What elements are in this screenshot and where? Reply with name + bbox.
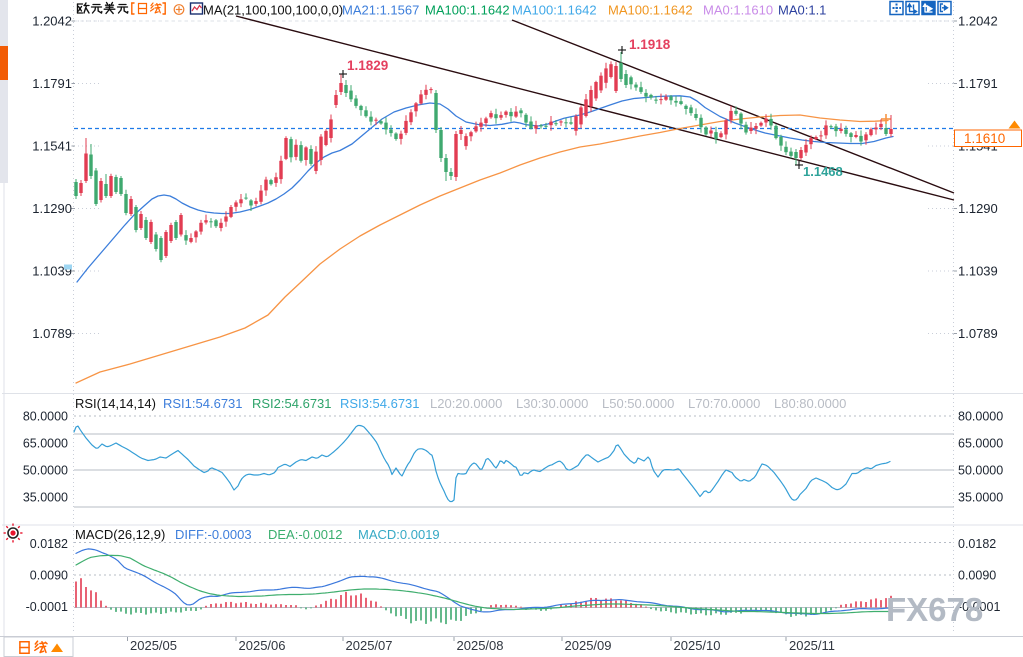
svg-text:RSI(14,14,14): RSI(14,14,14)	[75, 396, 156, 411]
svg-text:2025/09: 2025/09	[565, 638, 612, 653]
svg-text:0.0090: 0.0090	[30, 569, 68, 583]
svg-text:MA0:1.1: MA0:1.1	[778, 3, 826, 18]
svg-text:1.0789: 1.0789	[958, 326, 998, 341]
svg-text:1.1791: 1.1791	[32, 76, 72, 91]
svg-text:L80:80.0000: L80:80.0000	[774, 396, 846, 411]
svg-text:2025/07: 2025/07	[346, 638, 393, 653]
svg-text:50.0000: 50.0000	[958, 464, 1003, 478]
svg-text:MA0:1.1610: MA0:1.1610	[703, 3, 773, 18]
svg-text:-0.0001: -0.0001	[958, 600, 1000, 614]
svg-text:L70:70.0000: L70:70.0000	[688, 396, 760, 411]
svg-text:2025/06: 2025/06	[239, 638, 286, 653]
svg-text:L50:50.0000: L50:50.0000	[602, 396, 674, 411]
svg-text:1.1290: 1.1290	[32, 201, 72, 216]
svg-text:MA100:1.1642: MA100:1.1642	[608, 3, 693, 18]
svg-text:35.0000: 35.0000	[23, 491, 68, 505]
svg-text:1.1039: 1.1039	[32, 264, 72, 279]
svg-text:MA(21,100,100,100,0,0): MA(21,100,100,100,0,0)	[203, 3, 343, 18]
svg-text:1.1791: 1.1791	[958, 76, 998, 91]
svg-text:MA21:1.1567: MA21:1.1567	[342, 3, 419, 18]
svg-text:1.2042: 1.2042	[958, 14, 998, 29]
svg-text:0.0182: 0.0182	[30, 537, 68, 551]
svg-text:0.0182: 0.0182	[958, 537, 996, 551]
svg-text:2025/08: 2025/08	[457, 638, 504, 653]
svg-text:35.0000: 35.0000	[958, 491, 1003, 505]
svg-text:1.1468: 1.1468	[803, 164, 843, 179]
svg-text:L20:20.0000: L20:20.0000	[430, 396, 502, 411]
svg-text:80.0000: 80.0000	[23, 410, 68, 424]
svg-text:2025/11: 2025/11	[789, 638, 835, 653]
svg-text:2025/05: 2025/05	[130, 638, 177, 653]
svg-text:RSI1:54.6731: RSI1:54.6731	[163, 396, 243, 411]
svg-text:65.0000: 65.0000	[23, 437, 68, 451]
svg-text:DIFF:-0.0003: DIFF:-0.0003	[175, 527, 252, 542]
svg-text:1.1829: 1.1829	[347, 58, 388, 73]
svg-text:0.0090: 0.0090	[958, 569, 996, 583]
svg-text:1.2042: 1.2042	[32, 14, 72, 29]
svg-text:1.1918: 1.1918	[629, 37, 671, 52]
svg-text:80.0000: 80.0000	[958, 410, 1003, 424]
svg-text:1.0789: 1.0789	[32, 326, 72, 341]
svg-text:DEA:-0.0012: DEA:-0.0012	[268, 527, 342, 542]
svg-text:-0.0001: -0.0001	[26, 600, 68, 614]
svg-text:1.1610: 1.1610	[964, 131, 1005, 146]
svg-text:1.1290: 1.1290	[958, 201, 998, 216]
svg-text:RSI3:54.6731: RSI3:54.6731	[340, 396, 420, 411]
svg-text:MA100:1.1642: MA100:1.1642	[425, 3, 510, 18]
svg-text:FX678: FX678	[886, 591, 983, 628]
svg-text:50.0000: 50.0000	[23, 464, 68, 478]
svg-text:MA100:1.1642: MA100:1.1642	[512, 3, 597, 18]
svg-text:MACD(26,12,9): MACD(26,12,9)	[75, 527, 165, 542]
svg-text:MACD:0.0019: MACD:0.0019	[358, 527, 440, 542]
svg-text:2025/10: 2025/10	[674, 638, 721, 653]
svg-text:1.1039: 1.1039	[958, 264, 998, 279]
svg-text:RSI2:54.6731: RSI2:54.6731	[252, 396, 332, 411]
svg-text:L30:30.0000: L30:30.0000	[516, 396, 588, 411]
svg-text:65.0000: 65.0000	[958, 437, 1003, 451]
svg-text:1.1541: 1.1541	[32, 139, 72, 154]
